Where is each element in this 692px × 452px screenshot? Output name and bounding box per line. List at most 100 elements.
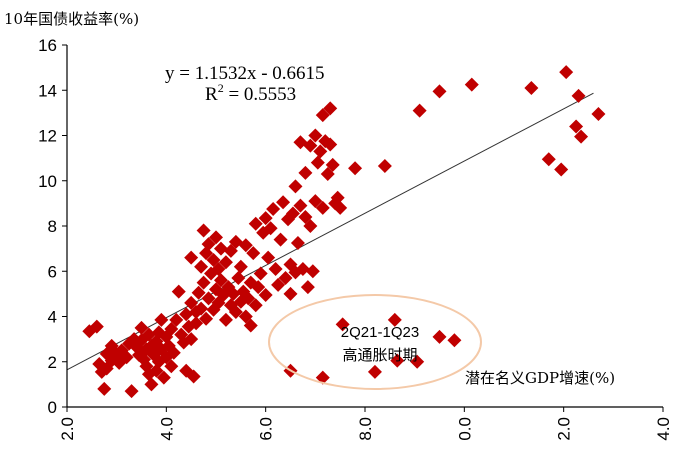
data-point xyxy=(194,301,209,316)
data-point xyxy=(310,155,325,170)
data-point xyxy=(209,230,223,245)
data-point xyxy=(218,255,233,270)
data-point xyxy=(258,288,273,303)
data-point xyxy=(228,304,243,319)
trend-line xyxy=(66,92,594,371)
data-point xyxy=(201,291,216,306)
data-point xyxy=(97,381,112,396)
x-axis-label: 潜在名义GDP增速(%) xyxy=(465,369,615,387)
data-point xyxy=(323,137,338,152)
data-point xyxy=(169,312,184,327)
data-point xyxy=(246,246,261,261)
data-point xyxy=(308,194,323,209)
data-point xyxy=(288,179,303,194)
data-point xyxy=(348,161,363,176)
data-point xyxy=(194,259,209,274)
x-tick-label: 4.0 xyxy=(157,417,176,441)
data-point xyxy=(410,354,425,369)
data-point xyxy=(263,221,278,236)
y-tick-label: 4 xyxy=(48,308,57,327)
data-point xyxy=(184,250,199,265)
x-tick-label: 2.0 xyxy=(58,417,77,441)
data-point xyxy=(144,377,159,392)
data-point xyxy=(268,261,283,276)
data-point xyxy=(412,103,427,118)
data-point xyxy=(243,318,258,333)
y-tick-label: 6 xyxy=(48,262,57,281)
data-point xyxy=(211,261,226,276)
data-point xyxy=(305,264,320,279)
data-point xyxy=(574,129,589,144)
r-squared: R2 = 0.5553 xyxy=(205,81,296,105)
data-point xyxy=(213,273,228,288)
data-point xyxy=(569,119,584,134)
data-point xyxy=(124,384,139,399)
high-inflation-ellipse xyxy=(268,294,482,390)
r-squared-superscript: 2 xyxy=(218,81,224,95)
data-point xyxy=(218,312,233,327)
x-tick-label: 2.0 xyxy=(555,417,574,441)
data-point xyxy=(283,286,298,301)
y-tick-label: 8 xyxy=(48,217,57,236)
data-point xyxy=(303,138,318,153)
data-point xyxy=(308,128,323,143)
data-point xyxy=(377,159,392,174)
x-tick-label: 8.0 xyxy=(356,417,375,441)
data-point xyxy=(189,316,204,331)
data-point xyxy=(164,359,179,374)
data-point xyxy=(206,252,221,267)
r-squared-prefix: R xyxy=(205,84,218,105)
data-point xyxy=(293,198,308,213)
x-tick-label: 0.0 xyxy=(455,417,474,441)
data-point xyxy=(233,259,248,274)
y-tick-label: 2 xyxy=(48,353,57,372)
data-point xyxy=(241,291,256,306)
data-point xyxy=(464,77,479,92)
data-point xyxy=(367,364,382,379)
data-point xyxy=(315,108,330,123)
annotation-period: 2Q21-1Q23 xyxy=(341,324,419,341)
data-point xyxy=(298,209,313,224)
data-point xyxy=(333,200,348,215)
data-point xyxy=(432,329,447,344)
y-tick-label: 0 xyxy=(48,398,57,417)
data-point xyxy=(166,345,181,360)
data-point xyxy=(199,311,214,326)
data-point xyxy=(298,165,313,180)
data-point xyxy=(278,271,293,286)
x-tick-label: 4.0 xyxy=(654,417,673,441)
data-point xyxy=(248,216,263,231)
data-point xyxy=(313,144,328,159)
data-point xyxy=(554,162,569,177)
data-point xyxy=(447,333,462,348)
trend-equation: y = 1.1532x - 0.6615 xyxy=(165,63,325,84)
y-axis-label: 10年国债收益率(%) xyxy=(4,10,139,28)
data-point xyxy=(323,101,338,116)
data-point xyxy=(261,250,276,265)
data-point xyxy=(325,157,340,172)
data-point xyxy=(295,261,310,276)
data-point xyxy=(191,285,206,300)
data-point xyxy=(231,271,246,286)
data-point xyxy=(591,107,606,122)
y-tick-label: 10 xyxy=(38,172,57,191)
y-tick-label: 16 xyxy=(38,36,57,55)
data-point xyxy=(171,284,186,299)
data-point xyxy=(258,211,273,226)
data-point xyxy=(196,275,211,290)
data-point xyxy=(432,84,447,99)
data-point xyxy=(285,206,300,221)
data-point xyxy=(238,309,253,324)
data-point xyxy=(303,219,318,233)
data-point xyxy=(524,80,539,95)
data-point xyxy=(541,152,556,167)
data-point xyxy=(134,320,149,335)
r-squared-value: = 0.5553 xyxy=(224,84,296,105)
data-point xyxy=(253,266,268,281)
data-point xyxy=(571,88,586,103)
data-point xyxy=(390,353,405,368)
data-point xyxy=(226,286,241,301)
data-point xyxy=(201,237,216,252)
data-point xyxy=(335,317,350,332)
